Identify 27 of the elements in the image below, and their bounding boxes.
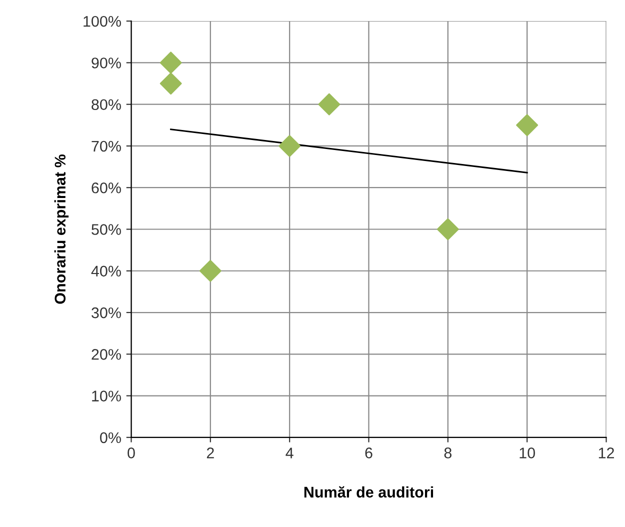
y-axis-title: Onorariu exprimat % [54,154,69,304]
point [160,52,182,74]
y-tick-label: 0% [100,432,121,444]
x-tick-label: 2 [206,448,214,458]
x-tick-label: 12 [598,448,614,458]
y-tick-label: 40% [91,266,121,277]
x-tick-label: 6 [365,448,372,458]
y-tick-label: 10% [92,390,121,402]
point [436,218,459,240]
y-tick-label: 100% [84,16,121,27]
x-tick-label: 4 [286,448,294,458]
y-tick-label: 30% [92,307,121,318]
point [160,72,182,95]
point [516,114,538,136]
x-tick-label: 10 [520,448,535,458]
y-tick-label: 60% [92,182,121,194]
point [199,260,222,282]
point [278,134,301,157]
point [318,93,340,116]
x-tick-label: 8 [444,448,452,458]
y-tick-label: 70% [92,140,121,152]
y-tick-label: 90% [92,58,121,68]
x-axis-title: Număr de auditori [304,486,434,498]
x-tick-label: 0 [128,448,135,458]
y-tick-label: 20% [92,349,121,360]
y-tick-label: 80% [92,99,121,110]
y-tick-label: 50% [92,224,121,235]
